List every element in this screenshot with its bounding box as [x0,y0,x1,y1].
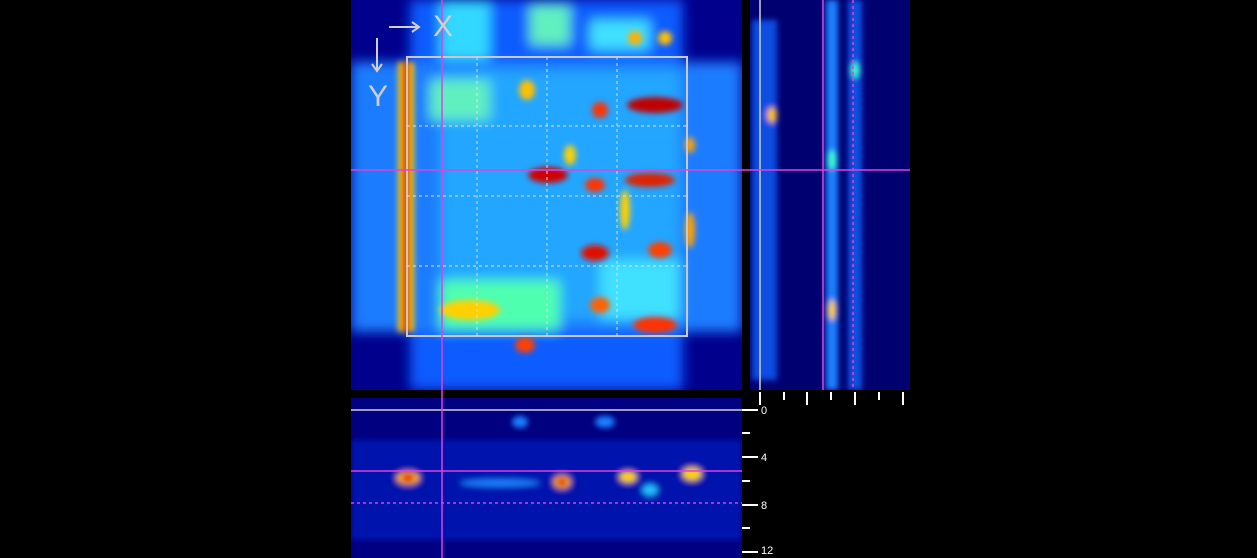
depth-label: 12 [761,545,773,557]
depth-label: 8 [761,500,767,512]
depth-ruler [742,410,758,552]
depth-label: 4 [761,452,767,464]
yz-ruler [760,392,903,405]
xy-view [351,0,742,390]
page: 0 4 8 12 X Y (() => { const data = JSON.… [0,0,1257,558]
xz-view [351,398,742,558]
yz-view [750,0,910,390]
x-label: X [433,10,453,43]
y-label: Y [368,80,388,113]
depth-label: 0 [761,405,767,417]
viewer: 0 4 8 12 X Y [0,0,1257,558]
